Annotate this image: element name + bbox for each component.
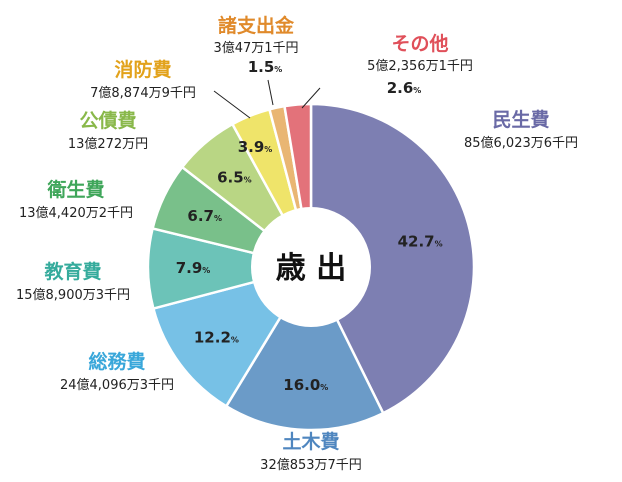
category-name-1: 土木費: [282, 430, 339, 453]
category-name-0: 民生費: [492, 108, 549, 131]
percent-label-4: 6.7%: [187, 207, 222, 225]
percent-label-5: 6.5%: [217, 168, 252, 186]
category-name-6: 消防費: [114, 58, 171, 81]
leader-line-8: [301, 87, 321, 109]
percent-label-0: 42.7%: [398, 233, 443, 251]
center-hole: [251, 207, 371, 327]
percent-label-7: 1.5%: [248, 58, 283, 76]
leader-line-6: [213, 90, 251, 119]
category-amount-7: 3億47万1千円: [213, 40, 298, 56]
category-amount-5: 13億272万円: [68, 136, 148, 152]
slice-0: [309, 102, 476, 415]
percent-label-3: 7.9%: [176, 259, 211, 277]
category-amount-6: 7億8,874万9千円: [90, 85, 196, 101]
category-amount-3: 15億8,900万3千円: [16, 287, 130, 303]
category-amount-0: 85億6,023万6千円: [464, 135, 578, 151]
percent-labels: 42.7% 16.0% 12.2% 7.9% 6.7% 6.5% 3.9% 1.5% 2.6%: [176, 58, 443, 394]
leader-line-7: [267, 79, 274, 106]
percent-label-1: 16.0%: [283, 376, 328, 394]
percent-label-2: 12.2%: [194, 329, 239, 347]
slice-1: [224, 264, 385, 432]
percent-label-8: 2.6%: [387, 79, 422, 97]
category-amount-2: 24億4,096万3千円: [60, 377, 174, 393]
category-name-2: 総務費: [88, 350, 145, 373]
category-name-7: 諸支出金: [218, 14, 295, 37]
category-amount-1: 32億853万7千円: [260, 457, 362, 473]
category-name-3: 教育費: [44, 260, 101, 283]
category-name-8: その他: [391, 32, 448, 55]
leader-lines: [213, 79, 321, 119]
center-label: 歳 出: [276, 251, 346, 286]
category-amount-4: 13億4,420万2千円: [19, 205, 133, 221]
category-name-4: 衛生費: [46, 178, 104, 201]
percent-label-6: 3.9%: [238, 138, 273, 156]
category-name-5: 公債費: [79, 109, 136, 132]
category-amount-8: 5億2,356万1千円: [367, 58, 473, 74]
